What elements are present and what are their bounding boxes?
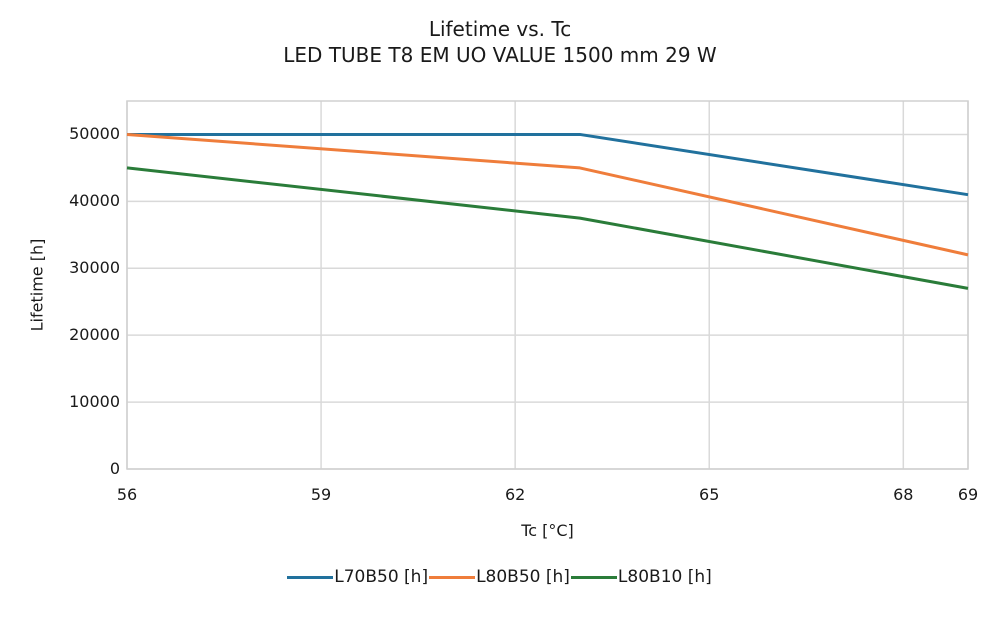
legend-item-L80B50-h: L80B50 [h] [429,567,571,587]
legend-line-swatch-icon [429,575,476,579]
series-line-L70B50-h [127,132,969,197]
legend-item-L70B50-h: L70B50 [h] [287,567,429,587]
x-tick-label: 59 [310,485,332,504]
y-tick-label: 50000 [69,124,120,144]
y-tick-label: 20000 [69,325,120,345]
chart-title: Lifetime vs. Tc [428,17,572,41]
legend-item-label: L70B50 [h] [334,567,429,587]
x-tick-label: 56 [116,485,138,504]
legend-item-label: L80B10 [h] [617,567,712,587]
y-tick-label: 30000 [69,258,120,278]
x-tick-label: 69 [957,485,979,504]
x-tick-label: 68 [893,485,914,504]
series-line-L80B10-h [126,166,969,290]
y-tick-label: 0 [109,459,120,478]
x-axis-label: Tc [°C] [521,521,574,540]
y-tick-label: 40000 [69,191,120,211]
legend-item-label: L80B50 [h] [476,567,570,587]
y-axis-label-text: Lifetime [h] [27,238,47,332]
legend: L70B50 [h] L80B50 [h] L80B10 [h] [0,567,1000,587]
legend-line-swatch-icon [570,575,617,579]
x-tick-label: 65 [699,485,720,504]
series-line-L80B50-h [126,132,969,257]
chart-subtitle: LED TUBE T8 EM UO VALUE 1500 mm 29 W [283,43,717,67]
legend-line-swatch-icon [287,575,334,579]
legend-item-L80B10-h: L80B10 [h] [570,567,713,587]
x-tick-label: 62 [504,485,526,504]
plot-border [126,100,969,470]
y-tick-label: 10000 [69,392,120,412]
